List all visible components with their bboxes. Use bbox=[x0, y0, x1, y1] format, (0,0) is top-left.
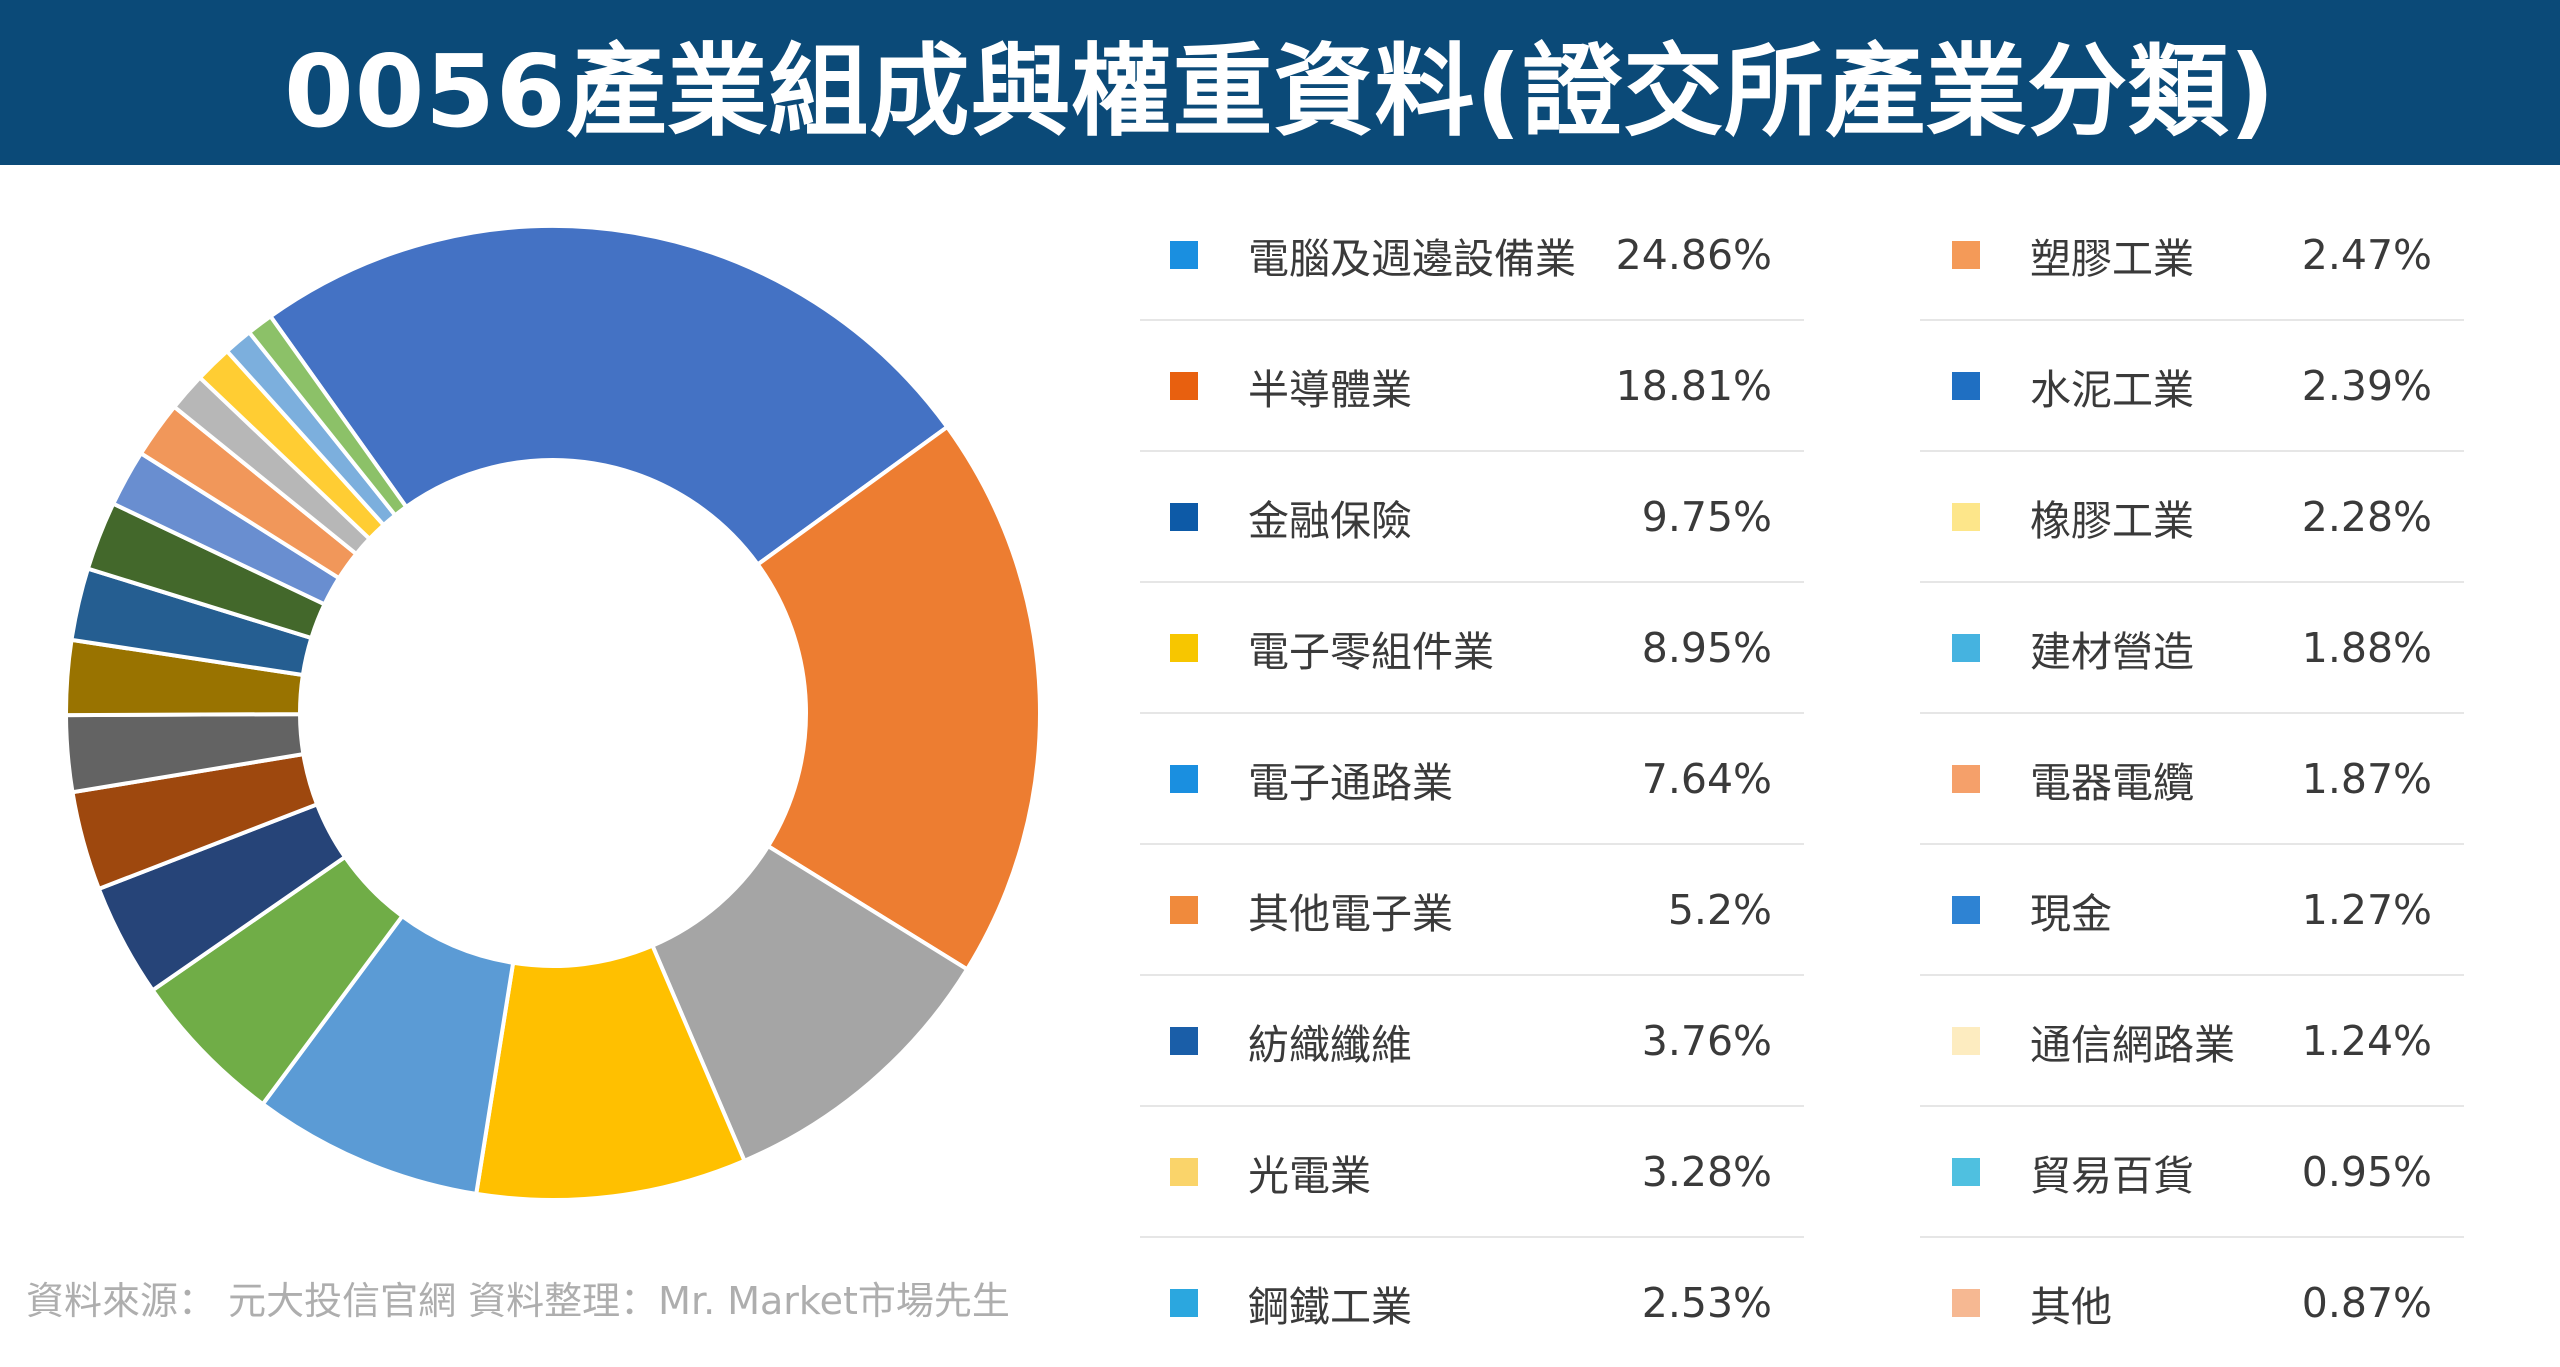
legend-percentage: 2.47% bbox=[2301, 230, 2432, 279]
legend-category-label: 紡織纖維 bbox=[1248, 1020, 1412, 1069]
legend-percentage: 8.95% bbox=[1641, 623, 1772, 672]
legend-row: 通信網路業 1.24% bbox=[1920, 976, 2464, 1107]
donut-slice bbox=[246, 313, 410, 519]
legend-row: 光電業 3.28% bbox=[1140, 1107, 1804, 1238]
legend-swatch bbox=[1170, 633, 1198, 662]
legend-row: 電器電纜 1.87% bbox=[1920, 714, 2464, 845]
legend-swatch bbox=[1170, 502, 1198, 531]
legend-swatch bbox=[1952, 1026, 1980, 1055]
legend-swatch bbox=[1952, 371, 1980, 400]
legend-row: 金融保險 9.75% bbox=[1140, 452, 1804, 583]
legend-category-label: 貿易百貨 bbox=[2030, 1151, 2194, 1200]
legend-row: 水泥工業 2.39% bbox=[1920, 321, 2464, 452]
legend-row: 橡膠工業 2.28% bbox=[1920, 452, 2464, 583]
source-note: 資料來源： 元大投信官網 資料整理：Mr. Market市場先生 bbox=[26, 1279, 1010, 1323]
legend-swatch bbox=[1170, 1288, 1198, 1317]
legend-category-label: 塑膠工業 bbox=[2030, 234, 2194, 283]
legend-category-label: 電腦及週邊設備業 bbox=[1248, 234, 1576, 283]
legend-category-label: 光電業 bbox=[1248, 1151, 1371, 1200]
legend-category-label: 其他電子業 bbox=[1248, 889, 1453, 938]
legend-row: 電子零組件業 8.95% bbox=[1140, 583, 1804, 714]
legend-percentage: 1.88% bbox=[2301, 623, 2432, 672]
donut-slice bbox=[754, 424, 1043, 973]
legend-category-label: 其他 bbox=[2030, 1282, 2112, 1331]
legend-swatch bbox=[1170, 1157, 1198, 1186]
legend-category-label: 半導體業 bbox=[1248, 365, 1412, 414]
legend-percentage: 2.28% bbox=[2301, 492, 2432, 541]
legend-row: 現金 1.27% bbox=[1920, 845, 2464, 976]
legend-category-label: 金融保險 bbox=[1248, 496, 1412, 545]
legend-swatch bbox=[1952, 1157, 1980, 1186]
legend-percentage: 5.2% bbox=[1667, 885, 1772, 934]
legend-swatch bbox=[1170, 895, 1198, 924]
title-bar: 0056產業組成與權重資料(證交所產業分類) bbox=[0, 0, 2560, 165]
legend-category-label: 電器電纜 bbox=[2030, 758, 2194, 807]
legend-swatch bbox=[1952, 633, 1980, 662]
legend-percentage: 3.28% bbox=[1641, 1147, 1772, 1196]
legend-row: 電腦及週邊設備業 24.86% bbox=[1140, 190, 1804, 321]
page-title: 0056產業組成與權重資料(證交所產業分類) bbox=[284, 33, 2276, 150]
legend-category-label: 現金 bbox=[2030, 889, 2112, 938]
donut-chart bbox=[63, 224, 1043, 1202]
legend-row: 貿易百貨 0.95% bbox=[1920, 1107, 2464, 1238]
legend-column-right: 塑膠工業 2.47% 水泥工業 2.39% 橡膠工業 2.28% 建材營造 1.88% 電器電纜… bbox=[1920, 190, 2464, 1367]
legend-category-label: 電子零組件業 bbox=[1248, 627, 1494, 676]
legend-percentage: 2.39% bbox=[2301, 361, 2432, 410]
legend-row: 紡織纖維 3.76% bbox=[1140, 976, 1804, 1107]
legend-swatch bbox=[1952, 764, 1980, 793]
legend-row: 電子通路業 7.64% bbox=[1140, 714, 1804, 845]
legend-row: 其他 0.87% bbox=[1920, 1238, 2464, 1367]
legend-percentage: 7.64% bbox=[1641, 754, 1772, 803]
legend-swatch bbox=[1952, 895, 1980, 924]
legend-row: 塑膠工業 2.47% bbox=[1920, 190, 2464, 321]
legend-row: 鋼鐵工業 2.53% bbox=[1140, 1238, 1804, 1367]
legend-percentage: 1.87% bbox=[2301, 754, 2432, 803]
legend-swatch bbox=[1170, 1026, 1198, 1055]
legend-swatch bbox=[1952, 240, 1980, 269]
legend-percentage: 0.87% bbox=[2301, 1278, 2432, 1327]
legend-swatch bbox=[1170, 371, 1198, 400]
donut-slice bbox=[649, 843, 970, 1164]
legend-row: 其他電子業 5.2% bbox=[1140, 845, 1804, 976]
legend-percentage: 2.53% bbox=[1641, 1278, 1772, 1327]
legend-category-label: 鋼鐵工業 bbox=[1248, 1282, 1412, 1331]
legend-category-label: 通信網路業 bbox=[2030, 1020, 2235, 1069]
legend-column-left: 電腦及週邊設備業 24.86% 半導體業 18.81% 金融保險 9.75% 電子零組件業 8… bbox=[1140, 190, 1804, 1367]
legend-category-label: 橡膠工業 bbox=[2030, 496, 2194, 545]
legend-percentage: 9.75% bbox=[1641, 492, 1772, 541]
legend-swatch bbox=[1952, 502, 1980, 531]
donut-slice bbox=[267, 224, 950, 568]
legend-swatch bbox=[1170, 764, 1198, 793]
legend-swatch bbox=[1170, 240, 1198, 269]
legend-percentage: 3.76% bbox=[1641, 1016, 1772, 1065]
legend-category-label: 建材營造 bbox=[2030, 627, 2194, 676]
legend-percentage: 24.86% bbox=[1615, 230, 1772, 279]
legend-percentage: 0.95% bbox=[2301, 1147, 2432, 1196]
legend-swatch bbox=[1952, 1288, 1980, 1317]
legend-percentage: 1.24% bbox=[2301, 1016, 2432, 1065]
legend-percentage: 18.81% bbox=[1615, 361, 1772, 410]
legend-row: 半導體業 18.81% bbox=[1140, 321, 1804, 452]
legend-category-label: 電子通路業 bbox=[1248, 758, 1453, 807]
legend-category-label: 水泥工業 bbox=[2030, 365, 2194, 414]
legend-percentage: 1.27% bbox=[2301, 885, 2432, 934]
legend-row: 建材營造 1.88% bbox=[1920, 583, 2464, 714]
